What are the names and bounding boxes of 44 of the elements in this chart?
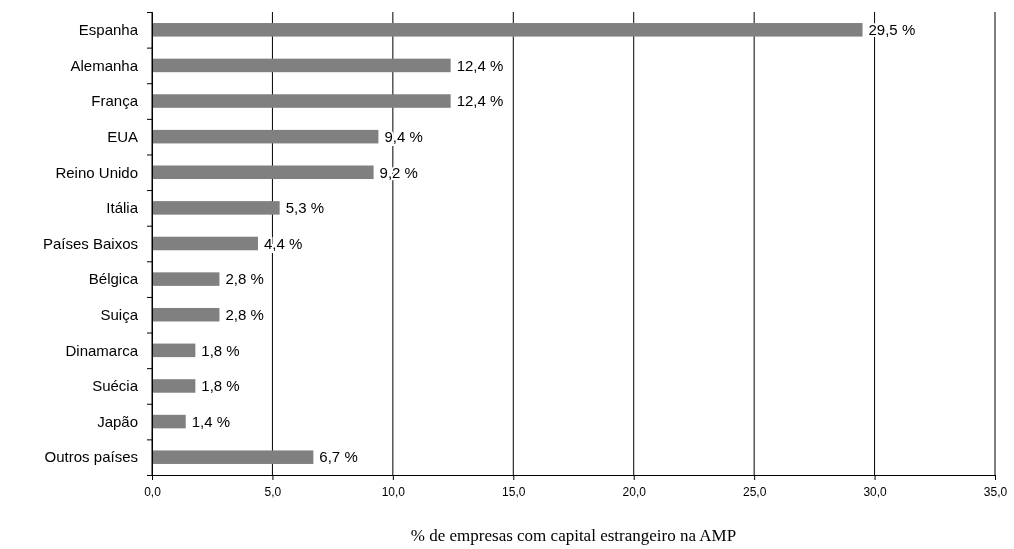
data-label: 6,7 % [319, 448, 358, 466]
bar [152, 129, 379, 144]
bar [152, 379, 196, 393]
bar [152, 58, 451, 73]
x-tick-label: 10,0 [381, 485, 406, 500]
y-tick-label: Suécia [92, 377, 139, 395]
y-tick-label: EUA [107, 127, 138, 145]
bar [152, 165, 374, 180]
y-tick-label: Dinamarca [65, 341, 139, 359]
bar [152, 450, 314, 464]
y-tick-label: Espanha [78, 21, 139, 39]
x-tick-label: 15,0 [502, 485, 526, 500]
x-tick-label: 25,0 [742, 485, 767, 500]
x-tick-label: 20,0 [622, 485, 647, 500]
bar [152, 414, 186, 429]
data-label: 1,8 % [201, 377, 240, 395]
data-label: 2,8 % [225, 305, 264, 323]
y-tick-label: Itália [106, 199, 139, 217]
bar [152, 94, 451, 108]
data-label: 12,4 % [456, 56, 504, 74]
bar [152, 236, 258, 251]
y-tick-label: Países Baixos [42, 234, 138, 252]
y-tick-label: Reino Unido [55, 163, 138, 181]
y-tick-label: Suiça [100, 305, 139, 323]
x-tick-label: 5,0 [264, 485, 282, 500]
y-tick-label: Alemanha [70, 56, 139, 74]
bar [152, 343, 196, 358]
x-tick-label: 35,0 [983, 485, 1008, 500]
y-tick-label: Bélgica [88, 270, 139, 288]
y-tick-label: França [91, 92, 139, 110]
data-label: 1,4 % [191, 412, 231, 430]
x-axis-title: % de empresas com capital estrangeiro na AMP [410, 526, 737, 545]
bar [152, 272, 220, 286]
bar [152, 201, 280, 215]
data-label: 1,8 % [201, 341, 240, 359]
data-label: 2,8 % [225, 270, 264, 288]
data-label: 12,4 % [456, 92, 504, 110]
data-label: 5,3 % [285, 199, 325, 217]
y-tick-label: Outros países [44, 448, 138, 466]
x-tick-label: 30,0 [863, 485, 888, 500]
bar [152, 307, 220, 322]
x-tick-label: 0,0 [144, 485, 162, 500]
bar [152, 23, 863, 37]
y-tick-label: Japão [97, 412, 138, 430]
